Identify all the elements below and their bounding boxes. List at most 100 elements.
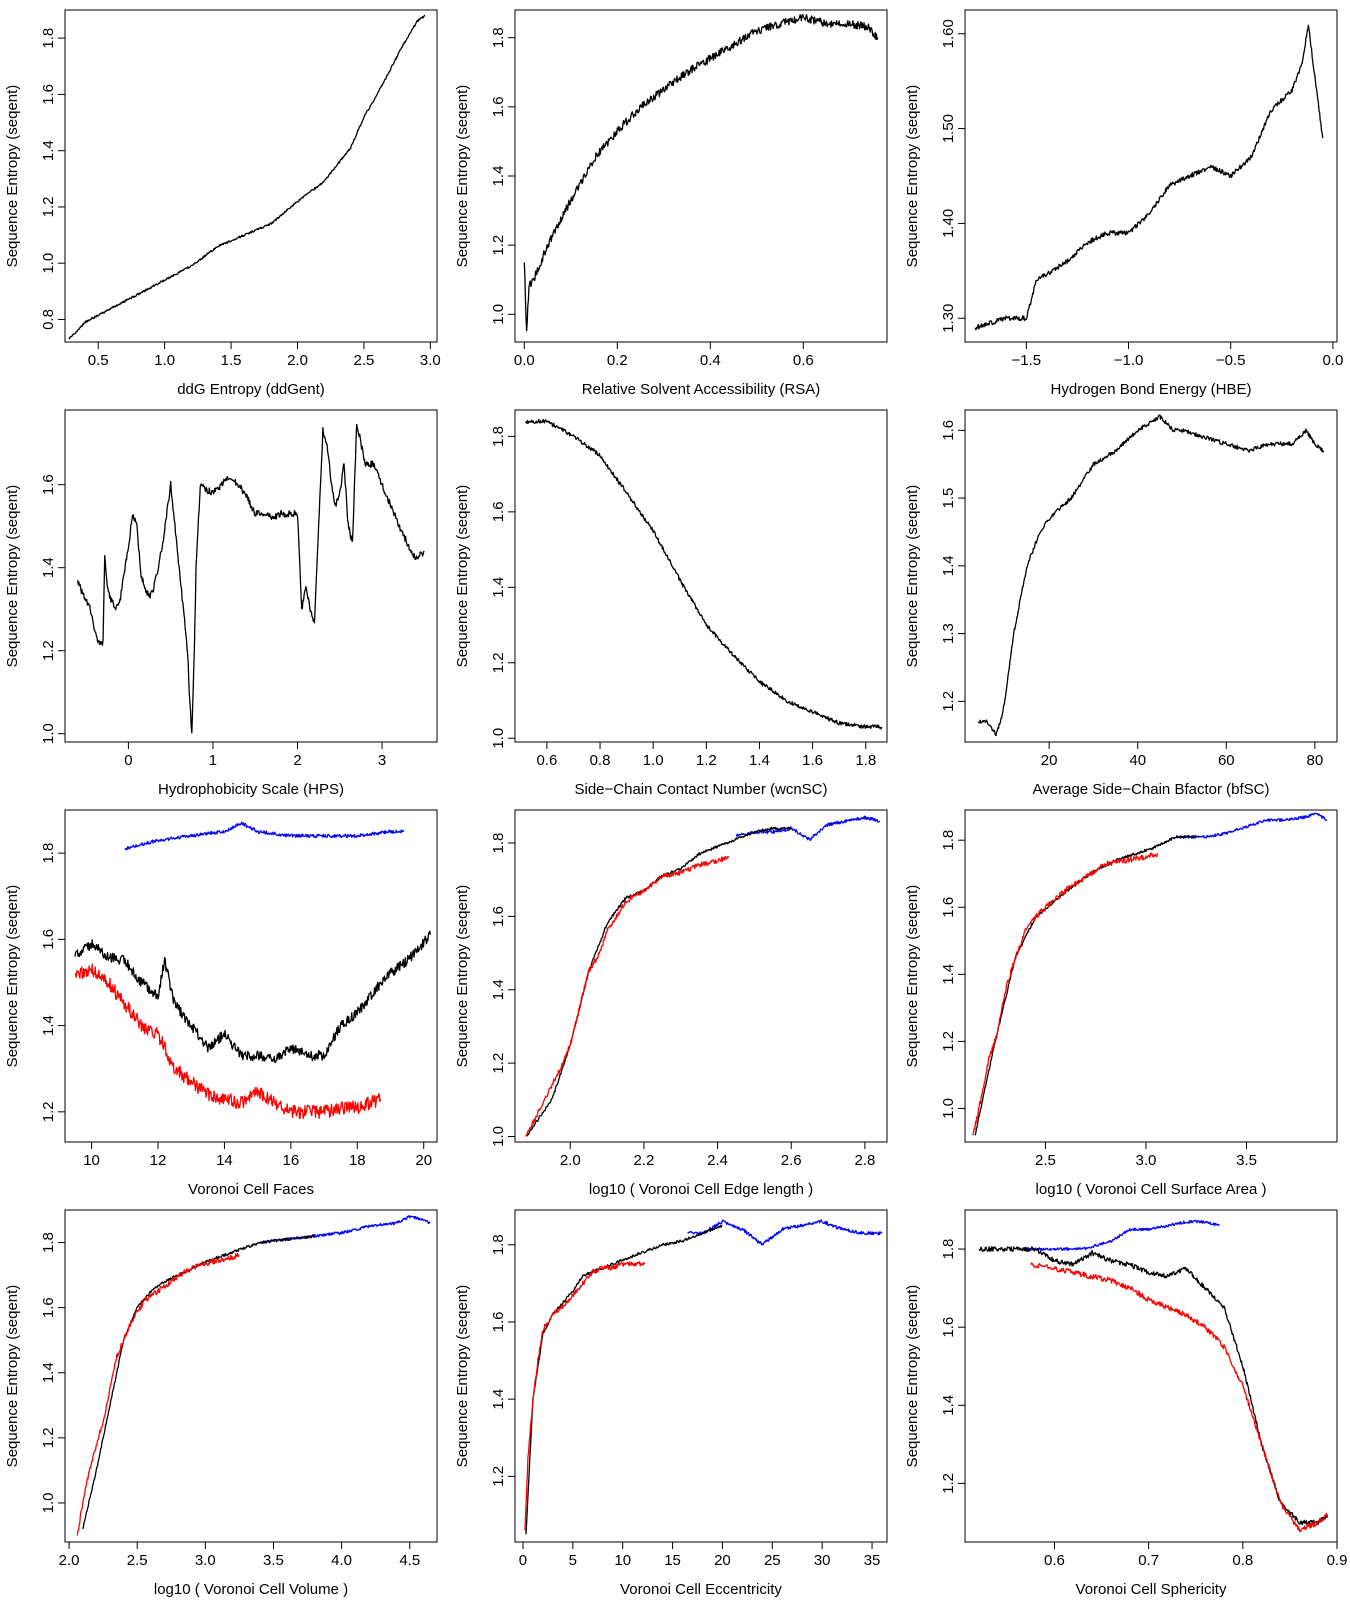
x-tick-label: −1.0 [1114,352,1144,369]
y-tick-label: 1.4 [940,1395,957,1416]
x-axis-title: ddG Entropy (ddGent) [177,381,325,398]
x-tick-label: 0.8 [590,752,611,769]
x-tick-label: 2.0 [560,1152,581,1169]
y-tick-label: 1.30 [940,304,957,333]
y-tick-label: 1.4 [40,557,57,578]
y-tick-label: 1.4 [40,1015,57,1036]
y-axis-title: Sequence Entropy (seqent) [4,85,21,268]
x-axis-title: Relative Solvent Accessibility (RSA) [582,381,820,398]
x-tick-label: 1.8 [855,752,876,769]
x-tick-label: 40 [1129,752,1146,769]
x-tick-label: 1.5 [221,352,242,369]
x-tick-label: 1.0 [154,352,175,369]
plot-frame [64,9,438,343]
y-tick-label: 1.0 [490,1126,507,1147]
plot-frame [514,9,888,343]
y-tick-label: 1.50 [940,114,957,143]
x-tick-label: 0 [124,752,132,769]
y-tick-label: 1.0 [40,723,57,744]
x-tick-label: 0.7 [1138,1552,1159,1569]
y-axis-title: Sequence Entropy (seqent) [454,85,471,268]
x-tick-label: 0.0 [1322,352,1343,369]
series-line-1 [68,14,426,340]
y-tick-label: 1.8 [490,426,507,447]
y-tick-label: 1.6 [490,906,507,927]
y-tick-label: 1.8 [940,830,957,851]
y-tick-label: 1.8 [940,1239,957,1260]
y-tick-label: 1.6 [490,501,507,522]
y-tick-label: 1.4 [490,577,507,598]
x-axis-title: log10 ( Voronoi Cell Surface Area ) [1036,1181,1267,1198]
series-line-3 [525,855,730,1137]
series-line-1 [124,821,405,851]
y-tick-label: 1.8 [490,1234,507,1255]
y-tick-label: 1.4 [490,166,507,187]
x-axis-title: Side−Chain Contact Number (wcnSC) [574,781,827,798]
series-line-1 [735,815,881,842]
series-line-1 [687,1219,883,1246]
x-tick-label: 2.4 [707,1152,728,1169]
series-line-2 [74,930,432,1064]
x-tick-label: 18 [349,1152,366,1169]
y-axis-title: Sequence Entropy (seqent) [904,1285,921,1468]
panel-4: 0 1 2 3 1.0 1.2 1.4 1.6 Hydrophobicity Scale (HP… [4,409,438,798]
series-line-2 [974,834,1197,1136]
x-tick-label: 0.6 [793,352,814,369]
y-tick-label: 1.6 [940,420,957,441]
y-tick-label: 1.0 [490,304,507,325]
x-tick-label: 3 [378,752,386,769]
y-tick-label: 1.8 [40,843,57,864]
x-axis-title: Hydrophobicity Scale (HPS) [158,781,344,798]
y-tick-label: 1.40 [940,209,957,238]
x-tick-label: −0.5 [1216,352,1246,369]
x-tick-label: −1.5 [1012,352,1042,369]
x-tick-label: 1.0 [643,752,664,769]
y-axis-title: Sequence Entropy (seqent) [454,885,471,1068]
x-tick-label: 0.5 [88,352,109,369]
y-tick-label: 0.8 [40,309,57,330]
y-axis-title: Sequence Entropy (seqent) [4,485,21,668]
y-tick-label: 1.8 [490,833,507,854]
x-tick-label: 0.6 [536,752,557,769]
x-tick-label: 0.8 [1232,1552,1253,1569]
y-tick-label: 1.2 [40,640,57,661]
x-tick-label: 25 [764,1552,781,1569]
plot-frame [64,809,438,1143]
y-tick-label: 1.5 [940,488,957,509]
y-tick-label: 1.2 [940,691,957,712]
x-tick-label: 0.0 [514,352,535,369]
plot-frame [964,409,1338,743]
y-axis-title: Sequence Entropy (seqent) [904,85,921,268]
plot-frame [514,809,888,1143]
y-tick-label: 1.2 [490,1466,507,1487]
x-axis-title: Voronoi Cell Eccentricity [620,1581,782,1598]
y-axis-title: Sequence Entropy (seqent) [4,885,21,1068]
panel-10: 2.0 2.5 3.0 3.5 4.0 4.5 1.0 1.2 1.4 1.6 1.8 log10 (… [4,1209,438,1598]
x-tick-label: 80 [1307,752,1324,769]
y-tick-label: 1.2 [490,652,507,673]
panel-3: −1.5 −1.0 −0.5 0.0 1.30 1.40 1.50 1.60 Hydrogen … [904,9,1343,398]
y-tick-label: 1.4 [40,1362,57,1383]
y-tick-label: 1.6 [40,929,57,950]
panel-7: 10 12 14 16 18 20 1.2 1.4 1.6 1.8 Voronoi Cell Fac… [4,809,438,1198]
y-tick-label: 1.2 [940,1031,957,1052]
x-axis-title: Average Side−Chain Bfactor (bfSC) [1033,781,1270,798]
y-tick-label: 1.6 [940,1317,957,1338]
x-tick-label: 60 [1218,752,1235,769]
x-tick-label: 3.0 [420,352,441,369]
x-tick-label: 0.2 [607,352,628,369]
panel-5: 0.6 0.8 1.0 1.2 1.4 1.6 1.8 1.0 1.2 1.4 1.6 1.8 Side… [454,409,888,798]
x-tick-label: 0 [519,1552,527,1569]
x-tick-label: 10 [614,1552,631,1569]
panel-11: 0 5 10 15 20 25 30 35 1.2 1.4 1.6 1.8 Voronoi Cell E… [454,1209,888,1598]
x-tick-label: 10 [83,1152,100,1169]
series-line-1 [1025,1219,1220,1252]
y-axis-title: Sequence Entropy (seqent) [904,885,921,1068]
panel-12: 0.6 0.7 0.8 0.9 1.2 1.4 1.6 1.8 Voronoi Cell Sph… [904,1209,1347,1598]
y-tick-label: 1.6 [40,84,57,105]
y-tick-label: 1.8 [40,1232,57,1253]
series-line-1 [525,418,883,730]
x-tick-label: 30 [814,1552,831,1569]
x-tick-label: 5 [569,1552,577,1569]
